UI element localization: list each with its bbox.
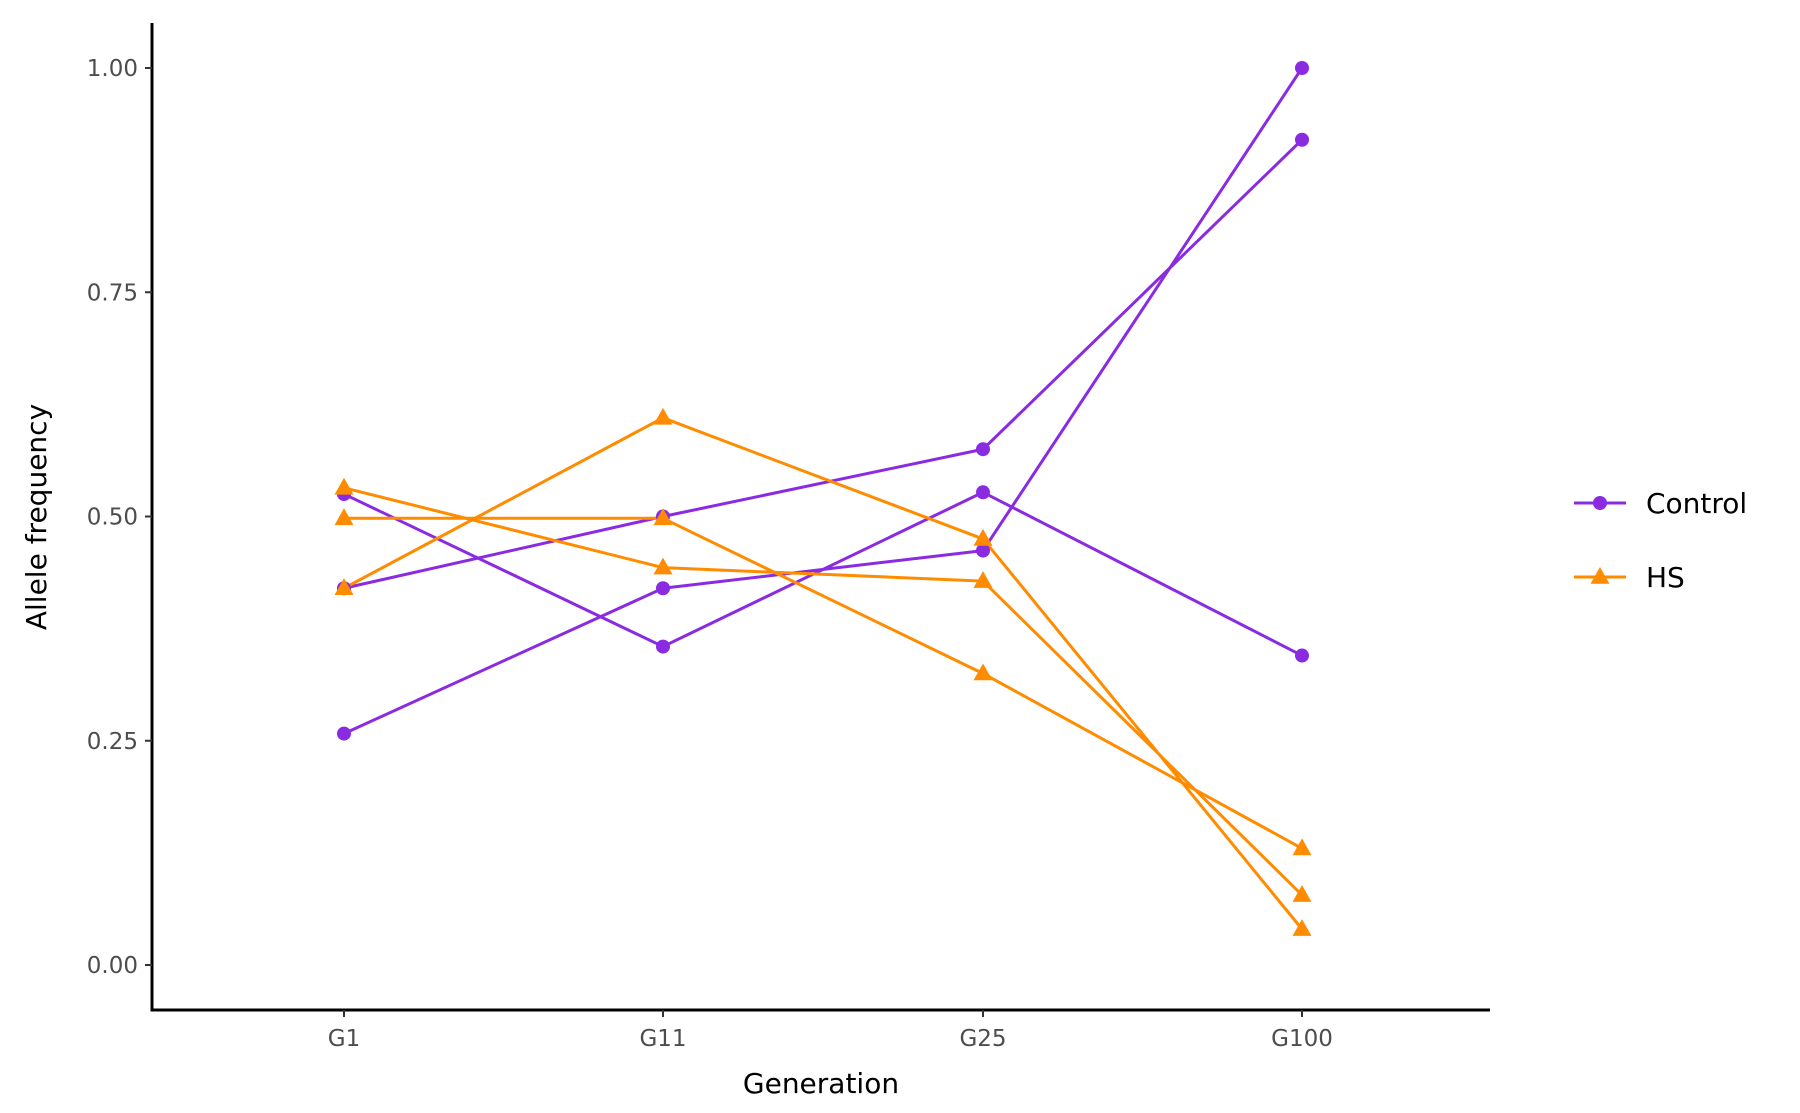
y-tick-label: 1.00 — [87, 56, 138, 82]
axes-layer — [150, 23, 1490, 1012]
data-point-hs-5-g100 — [1292, 885, 1312, 902]
x-tick-label: G1 — [328, 1026, 360, 1052]
data-point-control-3-g1 — [337, 726, 351, 741]
data-point-control-2-g11 — [656, 639, 670, 654]
x-tick-label: G25 — [959, 1026, 1006, 1052]
data-point-hs-5-g1 — [334, 477, 354, 495]
legend-key-marker-hs — [1590, 567, 1610, 584]
y-tick-label: 0.00 — [87, 953, 138, 979]
data-point-control-1-g25 — [976, 442, 990, 457]
y-ticks: 0.00 0.25 0.50 0.75 1.00 — [87, 56, 152, 979]
data-point-control-2-g100 — [1295, 648, 1309, 663]
series-line-control-1 — [343, 138, 1304, 590]
x-tick-label: G11 — [639, 1026, 686, 1052]
data-point-control-1-g100 — [1295, 132, 1309, 147]
data-point-control-3-g11 — [656, 581, 670, 596]
data-point-hs-4-g100 — [1292, 919, 1312, 936]
data-point-hs-6-g11 — [653, 508, 673, 526]
series-line-hs-6 — [344, 516, 1303, 850]
legend: Control HS — [1574, 487, 1747, 594]
data-point-hs-6-g100 — [1292, 838, 1312, 856]
data-point-hs-4-g1 — [334, 578, 354, 596]
y-tick-label: 0.25 — [87, 729, 138, 755]
x-tick-label: G100 — [1271, 1026, 1333, 1052]
y-tick-label: 0.75 — [87, 280, 138, 306]
data-point-control-2-g25 — [976, 485, 990, 500]
data-point-hs-5-g11 — [653, 557, 673, 575]
data-point-hs-4-g11 — [653, 407, 673, 425]
x-axis-title: Generation — [743, 1067, 899, 1100]
series-line-hs-5 — [343, 486, 1304, 897]
legend-label-control: Control — [1646, 487, 1747, 520]
series-line-hs-4 — [343, 416, 1304, 931]
data-point-hs-5-g25 — [973, 571, 993, 588]
data-point-hs-4-g25 — [973, 528, 993, 546]
data-point-control-3-g25 — [976, 543, 990, 558]
series-layer — [334, 61, 1312, 936]
y-tick-label: 0.50 — [87, 505, 138, 531]
data-point-control-3-g100 — [1295, 61, 1309, 75]
y-axis-title: Allele frequency — [20, 404, 53, 630]
series-line-control-3 — [343, 67, 1304, 735]
data-point-hs-6-g1 — [334, 508, 354, 526]
x-ticks: G1 G11 G25 G100 — [328, 1010, 1333, 1052]
data-point-hs-6-g25 — [973, 663, 993, 681]
legend-label-hs: HS — [1646, 561, 1685, 594]
legend-key-marker-control — [1593, 496, 1607, 510]
